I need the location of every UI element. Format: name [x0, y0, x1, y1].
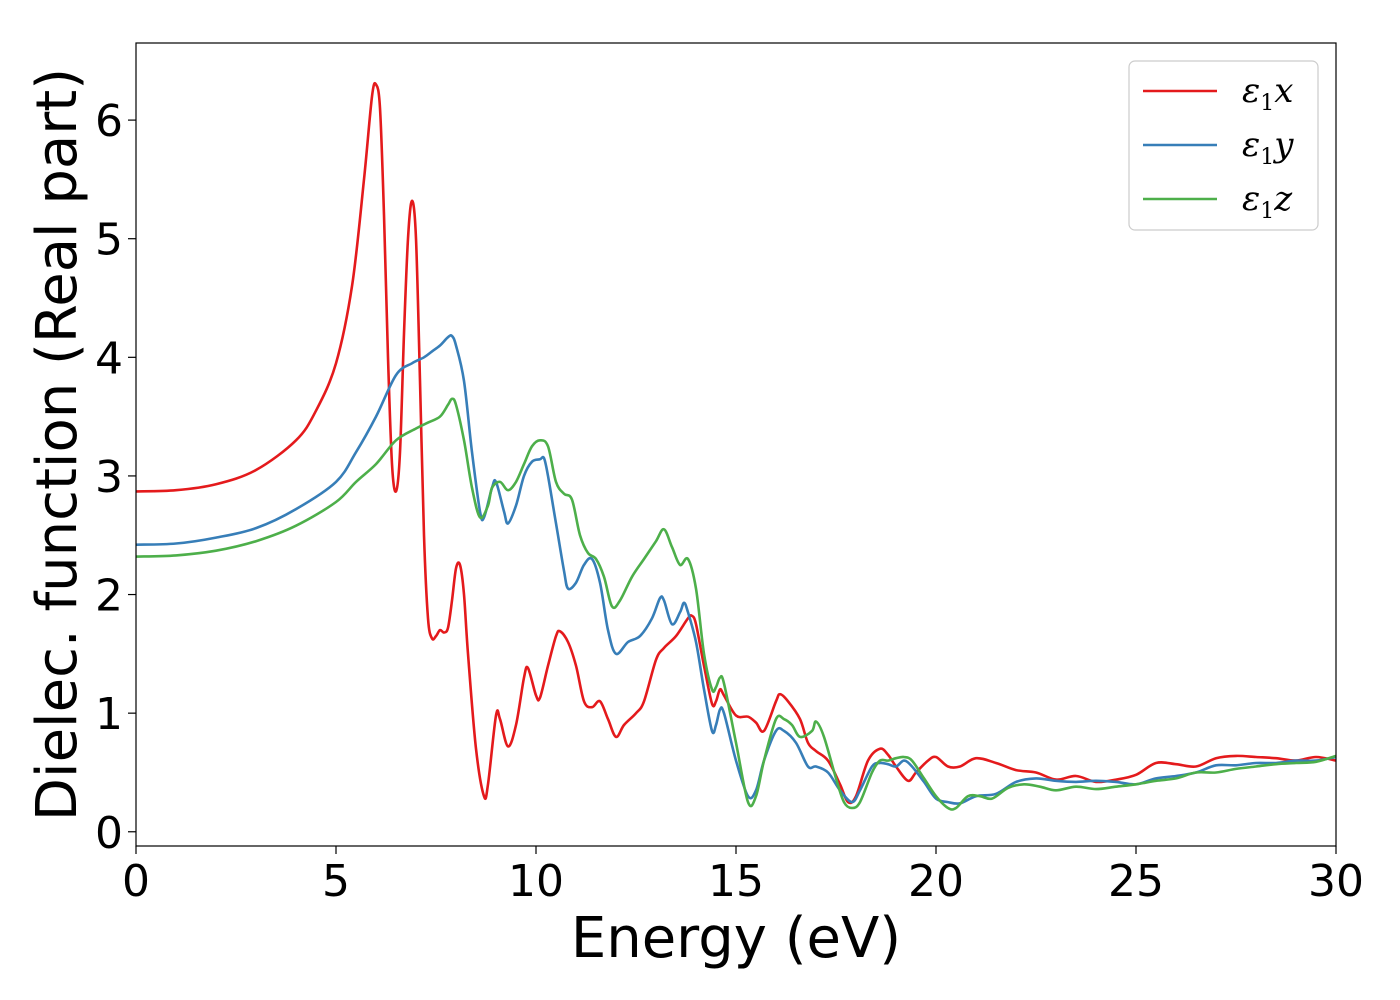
y-tick-label: 3 [95, 452, 123, 503]
legend-axis: x [1274, 71, 1293, 111]
legend-box [1128, 60, 1319, 231]
legend-subscript: 1 [1260, 199, 1274, 224]
legend-axis: z [1273, 179, 1293, 219]
x-axis-ticks: 0 5 10 15 20 25 30 [122, 846, 1364, 907]
x-tick-label: 25 [1108, 856, 1164, 907]
series-line-z [136, 397, 1336, 811]
x-tick-label: 15 [708, 856, 764, 907]
x-tick-label: 20 [908, 856, 964, 907]
legend-label-x: ε1x [1242, 71, 1293, 116]
x-tick-label: 5 [322, 856, 350, 907]
legend-symbol: ε [1242, 179, 1260, 219]
legend-subscript: 1 [1260, 91, 1274, 116]
legend-symbol: ε [1242, 125, 1260, 165]
y-tick-label: 4 [95, 333, 123, 384]
series-line-x [136, 81, 1336, 805]
y-tick-label: 6 [95, 96, 123, 147]
y-axis-label: Dielec. function (Real part) [25, 68, 90, 821]
legend-subscript: 1 [1260, 145, 1274, 170]
y-tick-label: 5 [95, 215, 123, 266]
series-line-y [136, 334, 1336, 805]
legend-label-y: ε1y [1242, 125, 1294, 170]
y-axis-ticks: 0 1 2 3 4 5 6 [95, 96, 136, 859]
x-tick-label: 10 [508, 856, 564, 907]
x-axis-label: Energy (eV) [571, 906, 901, 971]
legend-symbol: ε [1242, 71, 1260, 111]
legend-label-z: ε1z [1242, 179, 1293, 224]
y-tick-label: 1 [95, 689, 123, 740]
legend-axis: y [1272, 125, 1294, 165]
y-tick-label: 0 [95, 808, 123, 859]
plot-lines [136, 81, 1336, 811]
x-tick-label: 0 [122, 856, 150, 907]
x-tick-label: 30 [1308, 856, 1364, 907]
y-tick-label: 2 [95, 571, 123, 622]
